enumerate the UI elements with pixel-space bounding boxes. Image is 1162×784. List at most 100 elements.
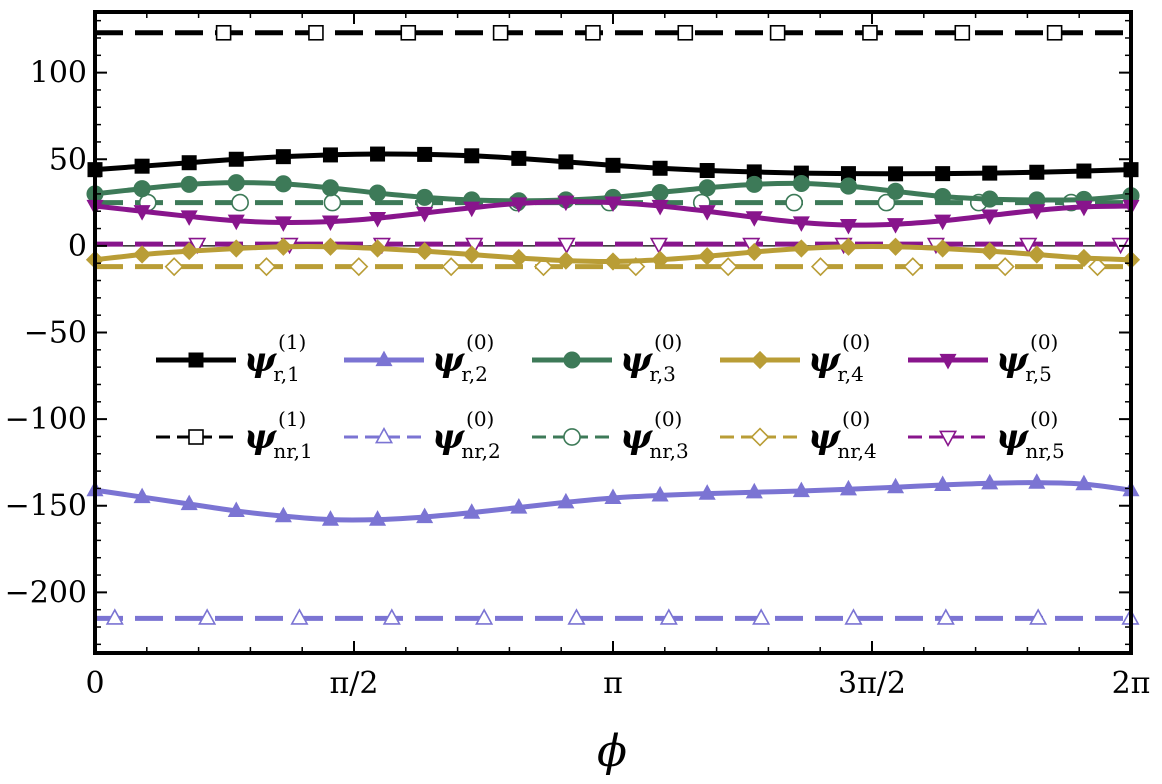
data-point-square <box>275 149 291 165</box>
data-point-square <box>215 24 232 41</box>
legend-item-psi_nr4: ψ (0) nr,4 <box>720 407 877 463</box>
data-point-triangle-up <box>1028 473 1046 489</box>
legend-label: ψ (0) r,4 <box>808 330 870 386</box>
legend-label: ψ (0) nr,4 <box>808 407 877 463</box>
data-point-square <box>188 429 204 445</box>
data-point-square <box>181 155 197 171</box>
legend-label: ψ (1) nr,1 <box>244 407 313 463</box>
legend-item-psi_r3: ψ (0) r,3 <box>532 330 682 386</box>
data-point-triangle-up <box>1029 608 1048 625</box>
data-point-diamond <box>903 257 923 277</box>
data-point-triangle-up <box>651 485 669 502</box>
data-point-triangle-up <box>105 608 124 625</box>
data-point-square <box>308 24 324 41</box>
x-tick-label: 2π <box>1112 666 1151 701</box>
series-layer <box>85 24 1141 625</box>
data-point-diamond <box>462 245 481 264</box>
data-point-diamond <box>718 257 738 277</box>
legend-item-psi_r1: ψ (1) r,1 <box>156 330 306 386</box>
data-point-triangle-down <box>651 199 669 216</box>
data-point-triangle-up <box>886 477 905 494</box>
x-tick-label: π/2 <box>330 666 379 701</box>
data-point-diamond <box>509 248 528 268</box>
data-point-triangle-down <box>1075 200 1093 217</box>
data-point-square <box>699 163 715 179</box>
data-point-diamond <box>995 257 1015 277</box>
data-point-square <box>769 24 786 41</box>
data-point-triangle-down <box>981 209 999 225</box>
data-point-circle <box>886 182 905 200</box>
legend-item-psi_nr2: ψ (0) nr,2 <box>344 407 501 463</box>
data-point-diamond <box>321 237 340 256</box>
x-tick-label: 3π/2 <box>838 666 906 701</box>
y-tick-label: −150 <box>5 489 87 524</box>
data-point-triangle-down <box>1028 204 1046 220</box>
data-point-square <box>888 166 904 182</box>
data-point-diamond <box>227 239 246 258</box>
data-point-triangle-down <box>188 237 207 255</box>
legend-label: ψ (0) r,5 <box>996 330 1058 386</box>
data-point-square <box>605 157 621 173</box>
data-point-triangle-up <box>198 608 217 625</box>
data-point-diamond <box>750 427 770 447</box>
data-point-diamond <box>1027 245 1046 264</box>
series-psi_nr2 <box>95 608 1140 625</box>
y-tick-label: −100 <box>5 402 87 437</box>
data-point-diamond <box>132 245 152 264</box>
data-point-diamond <box>745 242 764 262</box>
data-point-diamond <box>164 257 184 277</box>
data-point-triangle-down <box>274 216 292 232</box>
data-point-square <box>322 147 338 163</box>
data-point-triangle-up <box>844 608 863 625</box>
data-point-circle <box>651 183 669 202</box>
data-point-diamond <box>1087 257 1108 277</box>
data-point-square <box>492 24 509 41</box>
data-point-circle <box>745 175 763 193</box>
data-point-triangle-down <box>745 211 763 227</box>
data-point-triangle-up <box>374 426 394 444</box>
data-point-square <box>228 151 244 167</box>
legend-item-psi_nr3: ψ (0) nr,3 <box>532 407 689 463</box>
data-point-diamond <box>650 250 670 269</box>
legend-item-psi_nr1: ψ (1) nr,1 <box>156 407 313 463</box>
data-point-triangle-up <box>557 492 575 509</box>
data-point-triangle-up <box>839 479 858 496</box>
legend-label: ψ (0) nr,5 <box>996 407 1065 463</box>
data-point-circle <box>792 174 810 193</box>
y-tick-label: −200 <box>5 575 87 610</box>
data-point-diamond <box>180 241 199 261</box>
legend-layer: ψ (1) r,1 ψ (0) r,2 ψ (0) r,3 ψ (0) r,4 ψ (0) r,5 ψ (1) n… <box>156 330 1065 463</box>
data-point-triangle-down <box>698 205 716 221</box>
data-point-triangle-up <box>698 484 716 500</box>
data-point-square <box>1029 164 1045 180</box>
data-point-circle <box>231 193 249 212</box>
data-point-circle <box>133 180 151 198</box>
ticks-layer: 100 50 0 −50 −100 −150 −200 0 π/2 π 3π/2 2π <box>5 12 1151 701</box>
data-point-triangle-up <box>792 481 810 498</box>
data-point-circle <box>416 188 434 206</box>
x-tick-label: π <box>603 666 623 701</box>
data-point-triangle-down <box>938 430 958 448</box>
y-tick-label: 50 <box>49 142 87 177</box>
data-point-circle <box>274 175 292 193</box>
data-point-square <box>417 146 433 162</box>
data-point-circle <box>563 428 581 446</box>
data-point-square <box>935 166 951 182</box>
data-point-diamond <box>698 247 717 266</box>
data-point-triangle-up <box>382 608 401 625</box>
legend-item-psi_nr5: ψ (0) nr,5 <box>908 407 1065 463</box>
series-psi_nr1 <box>95 24 1131 41</box>
data-point-square <box>188 352 204 368</box>
data-point-triangle-up <box>934 475 952 492</box>
data-point-triangle-up <box>510 498 528 514</box>
data-point-triangle-up <box>981 473 999 490</box>
data-point-square <box>1046 24 1063 41</box>
data-point-triangle-down <box>557 237 576 255</box>
data-point-square <box>585 24 601 41</box>
data-point-circle <box>934 187 952 206</box>
data-point-triangle-down <box>180 210 198 226</box>
data-point-triangle-down <box>416 206 434 223</box>
data-point-triangle-down <box>839 218 858 235</box>
series-psi_r1 <box>87 146 1139 182</box>
data-point-square <box>400 24 417 41</box>
